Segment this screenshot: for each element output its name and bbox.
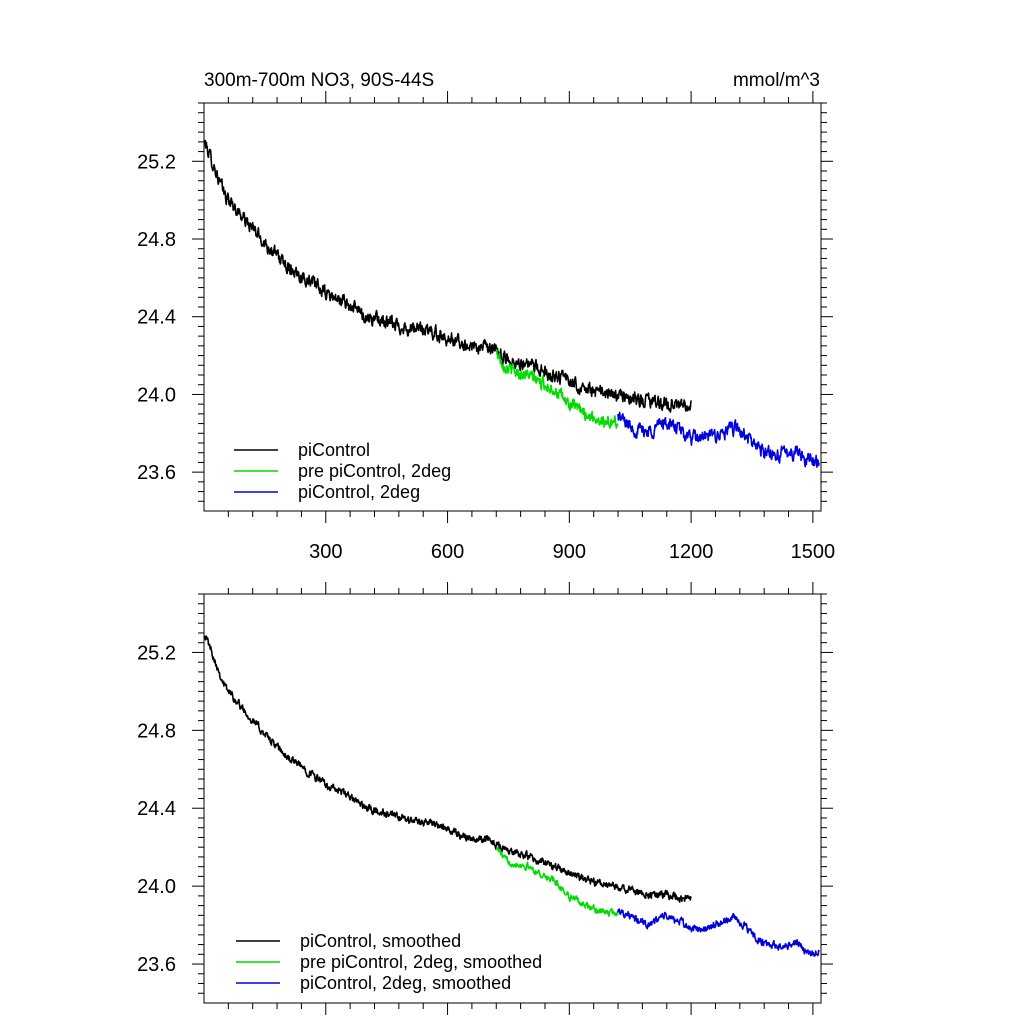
- series-line: [617, 411, 820, 468]
- y-tick-labels: 23.6 24.0 24.4 24.8 25.2: [137, 151, 176, 484]
- y-tick-label: 23.6: [137, 954, 176, 976]
- y-tick-label: 25.2: [137, 642, 176, 664]
- x-tick-label: 600: [431, 541, 464, 563]
- chart-title: 300m-700m NO3, 90S-44S: [204, 70, 434, 91]
- axis-ticks: [192, 582, 833, 1015]
- y-tick-label: 24.4: [137, 798, 176, 820]
- y-tick-labels: 23.6 24.0 24.4 24.8 25.2: [137, 642, 176, 976]
- y-tick-label: 24.0: [137, 876, 176, 898]
- legend: piControl pre piControl, 2deg piControl,…: [234, 440, 451, 502]
- axis-ticks: [192, 91, 833, 523]
- y-tick-label: 24.8: [137, 720, 176, 742]
- y-tick-label: 24.0: [137, 384, 176, 406]
- x-tick-labels: 300 600 900 1200 1500: [309, 541, 835, 563]
- y-tick-label: 23.6: [137, 462, 176, 484]
- bottom-panel: 23.6 24.0 24.4 24.8 25.2 piControl, smoo…: [137, 582, 833, 1015]
- legend: piControl, smoothed pre piControl, 2deg,…: [236, 931, 542, 993]
- legend-label: piControl, smoothed: [300, 931, 461, 951]
- legend-label: pre piControl, 2deg, smoothed: [300, 952, 542, 972]
- series-line: [203, 635, 692, 903]
- legend-label: piControl: [298, 440, 370, 460]
- legend-label: piControl, 2deg: [298, 482, 420, 502]
- x-tick-label: 900: [553, 541, 586, 563]
- y-tick-label: 25.2: [137, 151, 176, 173]
- plot-lines: [203, 139, 820, 468]
- series-line: [617, 908, 820, 957]
- plot-frame: [203, 593, 822, 1004]
- x-tick-label: 1500: [791, 541, 836, 563]
- x-tick-label: 1200: [669, 541, 714, 563]
- units-label: mmol/m^3: [733, 70, 820, 91]
- legend-label: pre piControl, 2deg: [298, 461, 451, 481]
- series-line: [495, 846, 619, 917]
- legend-label: piControl, 2deg, smoothed: [300, 973, 511, 993]
- series-line: [495, 348, 619, 429]
- plot-frame: [203, 102, 822, 512]
- top-panel: 300m-700m NO3, 90S-44S mmol/m^3 23.6 24.…: [137, 70, 835, 563]
- series-line: [203, 139, 692, 413]
- plot-lines: [203, 635, 820, 957]
- y-tick-label: 24.4: [137, 307, 176, 329]
- x-tick-label: 300: [309, 541, 342, 563]
- y-tick-label: 24.8: [137, 229, 176, 251]
